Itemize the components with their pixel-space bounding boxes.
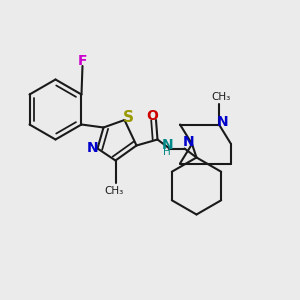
Text: CH₃: CH₃ — [104, 185, 124, 196]
Text: N: N — [161, 138, 173, 152]
Text: F: F — [78, 54, 87, 68]
Text: N: N — [183, 136, 194, 149]
Text: N: N — [217, 115, 228, 129]
Text: H: H — [163, 147, 171, 157]
Text: N: N — [86, 141, 98, 154]
Text: CH₃: CH₃ — [211, 92, 230, 102]
Text: S: S — [123, 110, 134, 125]
Text: O: O — [146, 110, 158, 123]
